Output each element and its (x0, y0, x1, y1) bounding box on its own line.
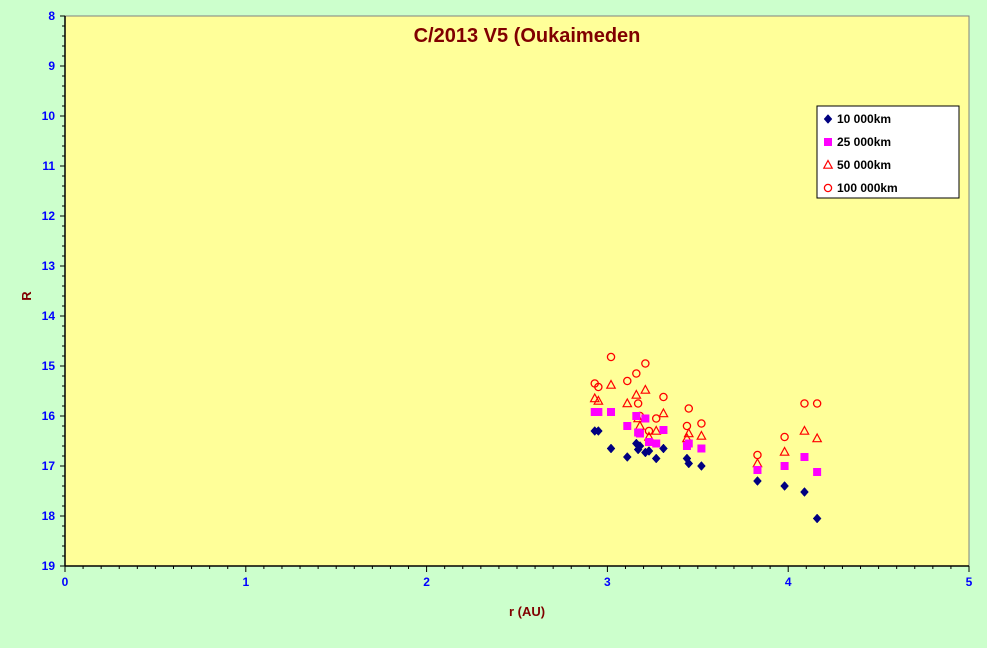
data-point (606, 352, 616, 362)
data-point (696, 430, 707, 440)
y-tick-label: 14 (42, 309, 56, 323)
y-tick-label: 11 (42, 159, 55, 173)
data-point (684, 439, 693, 448)
data-point (633, 399, 643, 408)
data-point (652, 439, 661, 448)
data-point (651, 414, 661, 423)
x-tick-label: 1 (242, 575, 249, 589)
y-axis-label: R (19, 291, 34, 301)
data-point (594, 426, 603, 436)
data-point (632, 369, 641, 378)
x-tick-label: 4 (785, 575, 792, 589)
data-point (812, 513, 822, 524)
data-point (635, 441, 645, 451)
y-tick-label: 10 (42, 109, 56, 123)
x-axis-label: r (AU) (509, 604, 545, 619)
plot-area (64, 15, 970, 567)
data-point (644, 426, 654, 436)
data-point (644, 438, 653, 446)
legend-label: 10 000km (837, 112, 891, 126)
data-point (800, 453, 809, 461)
data-point (593, 395, 604, 405)
y-tick-label: 8 (48, 9, 55, 23)
data-point (651, 453, 661, 464)
x-tick-label: 0 (62, 575, 69, 589)
series-3 (589, 379, 823, 468)
data-point (811, 432, 823, 443)
legend-marker (823, 114, 833, 124)
data-point (779, 446, 790, 456)
data-point (682, 421, 692, 431)
data-point (812, 399, 822, 408)
legend-marker (822, 159, 834, 169)
data-point (622, 397, 633, 408)
y-tick-label: 15 (42, 359, 56, 373)
data-point (594, 408, 603, 416)
legend-marker (824, 138, 832, 146)
data-point (780, 481, 789, 491)
data-point (684, 404, 694, 413)
legend: 10 000km 25 000km 50 000km 100 000km (816, 105, 960, 199)
data-point (641, 359, 650, 368)
y-tick-label: 16 (42, 409, 56, 423)
data-point (631, 389, 642, 399)
data-point (594, 382, 603, 392)
chart-title: C/2013 V5 (Oukaimeden (414, 25, 641, 47)
data-point (607, 408, 616, 416)
data-point (697, 444, 706, 453)
data-point (644, 446, 654, 456)
data-point (780, 432, 789, 442)
data-point (605, 379, 617, 389)
data-point (659, 443, 668, 454)
legend-label: 50 000km (837, 158, 891, 172)
y-tick-label: 9 (48, 59, 55, 73)
data-point (813, 468, 822, 476)
series-2 (590, 408, 822, 476)
data-point (623, 376, 632, 386)
series-1 (590, 426, 822, 524)
y-tick-label: 17 (42, 459, 56, 473)
data-point (753, 466, 762, 474)
data-point (684, 458, 694, 469)
data-point (635, 429, 644, 438)
x-tick-label: 5 (966, 575, 973, 589)
series-4 (590, 352, 822, 460)
data-point (589, 392, 600, 403)
data-point (683, 427, 694, 438)
data-point (632, 412, 641, 420)
data-point (800, 399, 809, 408)
x-tick-label: 2 (423, 575, 430, 589)
data-point (659, 392, 668, 402)
data-point (651, 425, 662, 435)
y-tick-label: 12 (42, 209, 56, 223)
x-tick-label: 3 (604, 575, 611, 589)
y-tick-label: 18 (42, 509, 56, 523)
data-point (780, 462, 789, 470)
data-point (659, 426, 668, 434)
data-point (623, 422, 632, 430)
data-point (640, 384, 651, 394)
legend-marker (823, 183, 833, 193)
data-point (606, 443, 616, 454)
y-tick-label: 13 (42, 259, 56, 273)
data-point (641, 414, 650, 423)
data-point (697, 419, 706, 428)
data-point (697, 461, 706, 471)
data-series (589, 352, 823, 524)
data-point (799, 425, 810, 435)
y-tick-label: 19 (42, 559, 56, 573)
legend-label: 100 000km (837, 181, 898, 195)
data-point (800, 487, 809, 497)
data-point (658, 407, 669, 418)
legend-label: 25 000km (837, 135, 891, 149)
legend-box (816, 105, 960, 199)
data-point (753, 476, 762, 486)
data-point (622, 452, 632, 462)
